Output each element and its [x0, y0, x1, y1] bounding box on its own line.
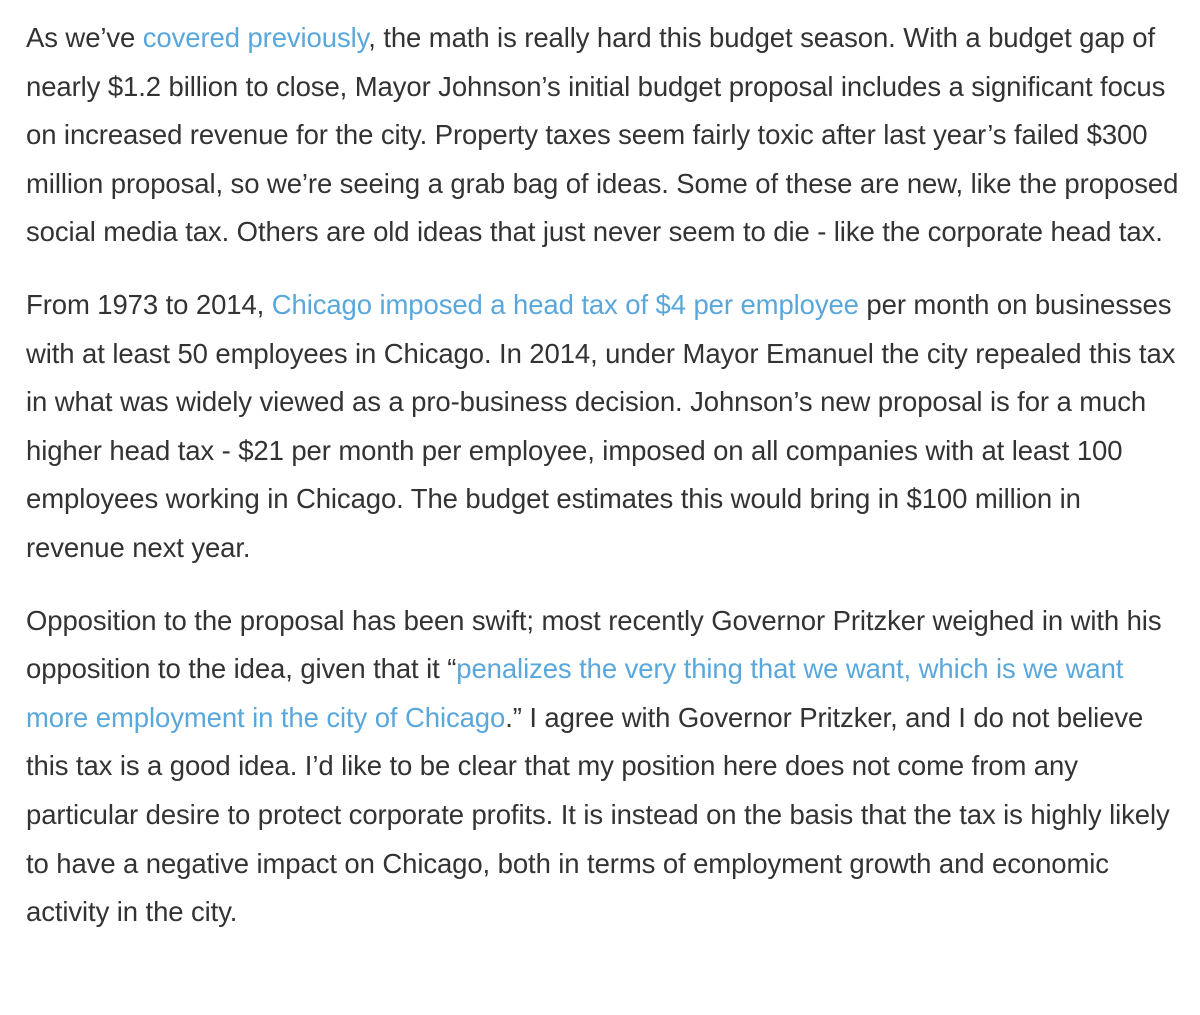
covered-previously-link[interactable]: covered previously [142, 22, 369, 53]
text-span: From 1973 to 2014, [26, 288, 272, 320]
text-span: .” I agree with Governor Pritzker, and I… [26, 701, 1170, 928]
paragraph: From 1973 to 2014, Chicago imposed a hea… [26, 281, 1186, 573]
paragraph: As we’ve covered previously, the math is… [26, 14, 1186, 257]
text-span: Opposition to the proposal has been swif… [26, 604, 1162, 685]
head-tax-history-link[interactable]: Chicago imposed a head tax of $4 per emp… [271, 288, 859, 320]
paragraph: Opposition to the proposal has been swif… [26, 597, 1186, 937]
pritzker-quote-link[interactable]: penalizes the very thing that we want, w… [26, 653, 1124, 733]
text-span: As we’ve [26, 22, 143, 53]
article-body: As we’ve covered previously, the math is… [26, 14, 1186, 961]
text-span: , the math is really hard this budget se… [26, 22, 1179, 248]
text-span: per month on businesses with at least 50… [26, 288, 1176, 563]
